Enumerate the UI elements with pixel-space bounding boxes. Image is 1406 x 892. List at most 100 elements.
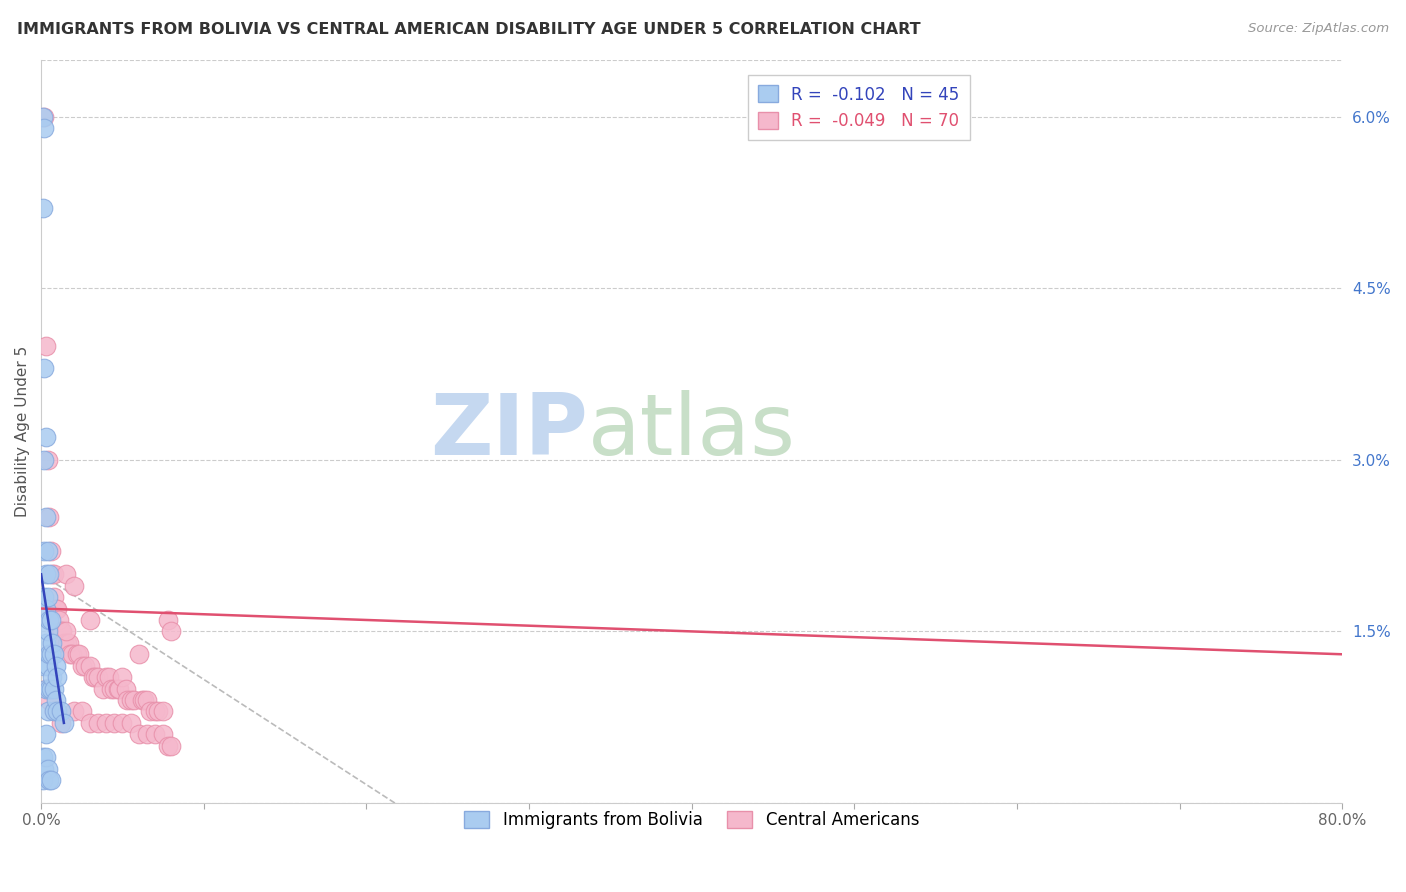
- Point: [66, 648, 89, 662]
- Point: [37, 590, 59, 604]
- Point: [42, 705, 65, 719]
- Point: [98, 670, 121, 684]
- Point: [41, 567, 63, 582]
- Point: [55, 567, 77, 582]
- Point: [49, 715, 72, 730]
- Point: [34, 658, 56, 673]
- Point: [62, 579, 84, 593]
- Point: [35, 727, 58, 741]
- Text: IMMIGRANTS FROM BOLIVIA VS CENTRAL AMERICAN DISABILITY AGE UNDER 5 CORRELATION C: IMMIGRANTS FROM BOLIVIA VS CENTRAL AMERI…: [17, 22, 921, 37]
- Point: [135, 727, 157, 741]
- Point: [143, 705, 166, 719]
- Point: [79, 715, 101, 730]
- Point: [62, 705, 84, 719]
- Point: [87, 715, 110, 730]
- Point: [51, 624, 73, 639]
- Point: [60, 648, 83, 662]
- Point: [38, 648, 60, 662]
- Point: [132, 693, 155, 707]
- Point: [35, 681, 58, 696]
- Point: [45, 601, 67, 615]
- Point: [160, 624, 183, 639]
- Point: [37, 705, 59, 719]
- Point: [35, 681, 58, 696]
- Text: ZIP: ZIP: [430, 390, 588, 473]
- Point: [49, 624, 72, 639]
- Point: [31, 201, 53, 215]
- Point: [35, 750, 58, 764]
- Point: [38, 613, 60, 627]
- Point: [128, 648, 150, 662]
- Point: [58, 636, 80, 650]
- Point: [111, 670, 134, 684]
- Point: [34, 544, 56, 558]
- Text: Source: ZipAtlas.com: Source: ZipAtlas.com: [1249, 22, 1389, 36]
- Point: [42, 590, 65, 604]
- Point: [131, 693, 153, 707]
- Point: [38, 773, 60, 788]
- Point: [56, 636, 79, 650]
- Point: [128, 727, 150, 741]
- Point: [35, 567, 58, 582]
- Point: [42, 681, 65, 696]
- Point: [42, 705, 65, 719]
- Point: [100, 681, 122, 696]
- Point: [55, 624, 77, 639]
- Point: [35, 636, 58, 650]
- Point: [108, 681, 131, 696]
- Point: [37, 624, 59, 639]
- Point: [103, 715, 125, 730]
- Point: [34, 762, 56, 776]
- Point: [87, 670, 110, 684]
- Point: [34, 453, 56, 467]
- Point: [52, 715, 75, 730]
- Point: [45, 693, 67, 707]
- Point: [59, 648, 82, 662]
- Point: [96, 670, 118, 684]
- Point: [34, 110, 56, 124]
- Point: [70, 705, 93, 719]
- Point: [35, 601, 58, 615]
- Point: [83, 670, 105, 684]
- Point: [117, 693, 139, 707]
- Point: [160, 739, 183, 753]
- Point: [38, 693, 60, 707]
- Point: [156, 613, 179, 627]
- Point: [38, 510, 60, 524]
- Point: [38, 681, 60, 696]
- Point: [96, 715, 118, 730]
- Point: [45, 658, 67, 673]
- Point: [46, 601, 69, 615]
- Point: [156, 739, 179, 753]
- Point: [41, 670, 63, 684]
- Point: [52, 636, 75, 650]
- Point: [152, 705, 174, 719]
- Point: [79, 613, 101, 627]
- Point: [122, 693, 145, 707]
- Y-axis label: Disability Age Under 5: Disability Age Under 5: [15, 346, 30, 516]
- Point: [42, 567, 65, 582]
- Point: [39, 681, 62, 696]
- Point: [135, 693, 157, 707]
- Point: [31, 750, 53, 764]
- Point: [79, 658, 101, 673]
- Point: [46, 670, 69, 684]
- Point: [103, 681, 125, 696]
- Point: [39, 648, 62, 662]
- Point: [41, 636, 63, 650]
- Point: [37, 544, 59, 558]
- Text: atlas: atlas: [588, 390, 796, 473]
- Point: [67, 648, 90, 662]
- Point: [34, 361, 56, 376]
- Point: [39, 613, 62, 627]
- Point: [111, 715, 134, 730]
- Point: [35, 510, 58, 524]
- Legend: Immigrants from Bolivia, Central Americans: Immigrants from Bolivia, Central America…: [457, 804, 927, 836]
- Point: [139, 705, 162, 719]
- Point: [35, 338, 58, 352]
- Point: [120, 693, 142, 707]
- Point: [114, 681, 136, 696]
- Point: [42, 648, 65, 662]
- Point: [46, 705, 69, 719]
- Point: [31, 773, 53, 788]
